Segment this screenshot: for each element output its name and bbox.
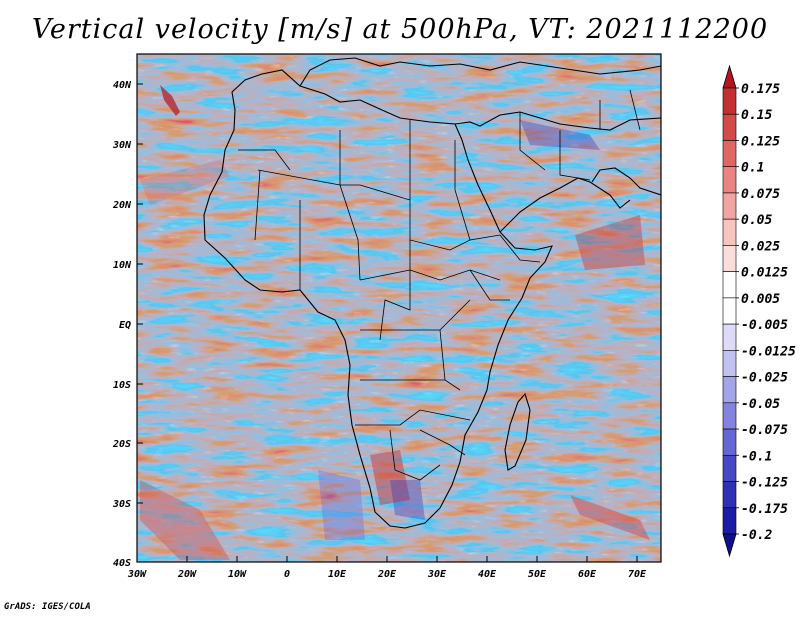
lon-label-40e: 40E (478, 569, 497, 580)
colorbar-label: 0.15 (741, 108, 772, 123)
colorbar-label: 0.005 (741, 292, 780, 307)
colorbar-label: 0.0125 (741, 266, 788, 281)
lat-label-40s: 40S (113, 558, 131, 569)
colorbar-segment (722, 218, 737, 246)
colorbar-segment (722, 113, 737, 141)
colorbar-label: 0.125 (741, 134, 780, 149)
colorbar-segment (722, 323, 737, 351)
lon-label-10w: 10W (228, 569, 247, 580)
lat-label-40n: 40N (113, 80, 132, 91)
colorbar-label: -0.175 (741, 502, 788, 517)
colorbar: 0.175 0.15 0.125 0.1 0.075 0.05 0.025 0.0125 0.0… (722, 64, 796, 558)
longitude-labels: 30W 20W 10W 0 10E 20E 30E 40E 50E 60E 70… (127, 569, 647, 580)
colorbar-label: -0.1 (741, 449, 772, 464)
colorbar-label: 0.1 (741, 161, 764, 176)
country-borders (238, 89, 641, 481)
colorbar-segment (722, 428, 737, 456)
axis-ticks (137, 83, 638, 562)
colorbar-label: 0.05 (741, 213, 772, 228)
colorbar-segment (722, 350, 737, 377)
colorbar-segment (722, 402, 737, 430)
colorbar-bottom-arrow (722, 533, 737, 558)
lat-label-30s: 30S (112, 499, 131, 510)
colorbar-label: 0.175 (741, 82, 780, 97)
colorbar-segment (722, 507, 737, 535)
colorbar-segment (722, 271, 737, 299)
colorbar-label: -0.2 (741, 528, 772, 543)
latitude-labels: 40N 30N 20N 10N EQ 10S 20S 30S 40S (112, 80, 132, 569)
lon-label-60e: 60E (578, 569, 597, 580)
lat-label-10n: 10N (113, 260, 132, 271)
colorbar-label: -0.05 (741, 397, 780, 412)
colorbar-segment (722, 297, 737, 325)
lat-label-eq: EQ (119, 320, 131, 331)
grads-credit: GrADS: IGES/COLA (4, 602, 91, 612)
lon-label-70e: 70E (628, 569, 647, 580)
map-title: Vertical velocity [m/s] at 500hPa, VT: 2… (31, 14, 769, 45)
lon-label-30w: 30W (127, 569, 147, 580)
lon-label-0: 0 (284, 569, 290, 580)
colorbar-label: 0.025 (741, 239, 780, 254)
colorbar-segment (722, 376, 737, 404)
lon-label-50e: 50E (528, 569, 547, 580)
colorbar-label: 0.075 (741, 187, 780, 202)
lat-label-10s: 10S (113, 380, 131, 391)
coastlines (203, 57, 661, 529)
colorbar-segment (722, 140, 737, 168)
lat-label-20s: 20S (112, 439, 131, 450)
lat-label-30n: 30N (112, 140, 132, 151)
colorbar-segment (722, 87, 737, 115)
colorbar-segment (722, 481, 737, 509)
colorbar-segment (722, 192, 737, 220)
lon-label-10e: 10E (328, 569, 347, 580)
colorbar-label: -0.125 (741, 476, 788, 491)
colorbar-label: -0.075 (741, 423, 788, 438)
colorbar-segment (722, 245, 737, 272)
lat-label-20n: 20N (112, 200, 132, 211)
colorbar-label: -0.0125 (741, 344, 796, 359)
colorbar-label: -0.005 (741, 318, 788, 333)
colorbar-label: -0.025 (741, 371, 788, 386)
lon-label-20w: 20W (177, 569, 197, 580)
lon-label-20e: 20E (377, 569, 397, 580)
colorbar-segment (722, 166, 737, 194)
colorbar-segment (722, 454, 737, 482)
plot-frame (136, 53, 662, 563)
lon-label-30e: 30E (427, 569, 447, 580)
colorbar-top-arrow (722, 64, 737, 89)
vertical-velocity-field (137, 54, 661, 562)
